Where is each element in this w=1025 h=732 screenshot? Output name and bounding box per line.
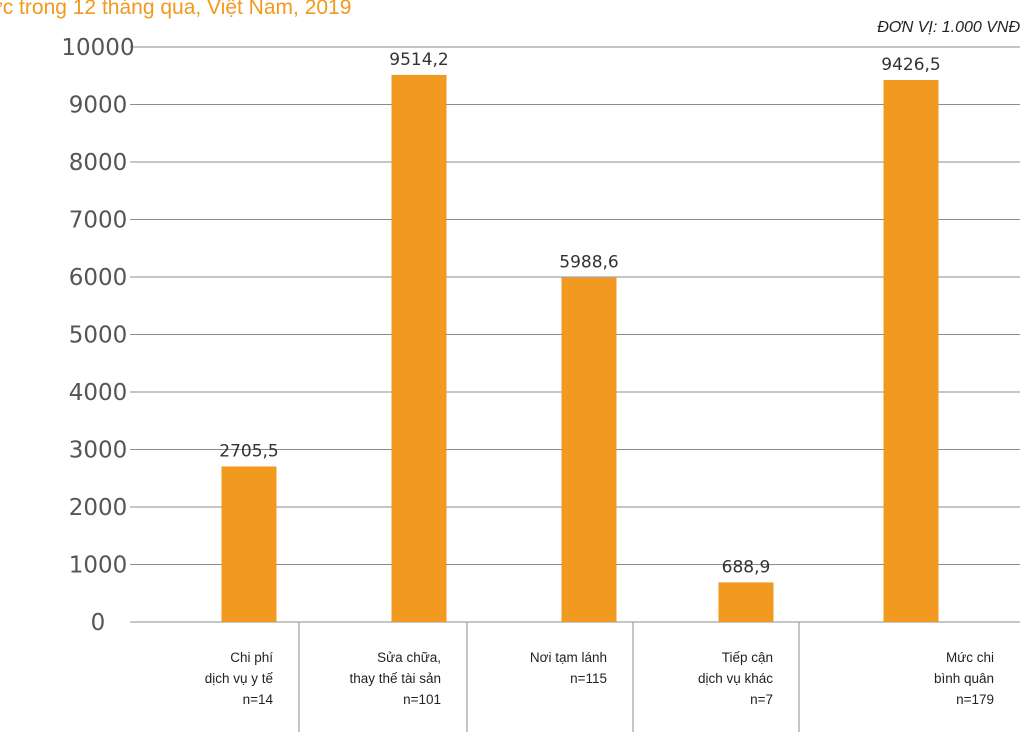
category-label: Nơi tạm lánh n=115 <box>530 650 607 686</box>
data-label: 688,9 <box>722 557 771 577</box>
bars <box>221 74 939 623</box>
category-labels: Chi phí dịch vụ y tế n=14 Sửa chữa, thay thế… <box>205 650 994 707</box>
category-label: Chi phí dịch vụ y tế n=14 <box>205 650 274 707</box>
category-label: Mức chi bình quân n=179 <box>934 650 994 707</box>
bar <box>391 74 447 623</box>
data-label: 9514,2 <box>389 50 448 70</box>
bar <box>883 79 939 622</box>
data-label: 2705,5 <box>219 441 278 461</box>
y-tick-label: 4000 <box>69 380 128 406</box>
value-labels: 2705,5 9514,2 5988,6 688,9 9426,5 <box>219 50 940 577</box>
unit-label: ĐƠN VỊ: 1.000 VNĐ <box>877 19 1020 36</box>
y-tick-label: 7000 <box>69 208 128 234</box>
bar <box>561 277 617 622</box>
data-label: 5988,6 <box>559 253 618 273</box>
y-tick-label: 0 <box>91 610 106 636</box>
y-tick-label: 3000 <box>69 438 128 464</box>
y-tick-label: 2000 <box>69 495 128 521</box>
category-label: Tiếp cận dịch vụ khác n=7 <box>698 650 773 707</box>
y-axis-ticks: 0 1000 2000 3000 4000 5000 6000 7000 8000 9000 100… <box>61 35 134 636</box>
y-tick-label: 1000 <box>69 553 128 579</box>
y-tick-label: 9000 <box>69 93 128 119</box>
y-tick-label: 6000 <box>69 265 128 291</box>
category-label: Sửa chữa, thay thế tài sản n=101 <box>349 650 441 707</box>
bar <box>221 466 277 622</box>
chart-title: lực trong 12 tháng qua, Việt Nam, 2019 <box>0 0 351 19</box>
y-tick-label: 10000 <box>61 35 134 61</box>
data-label: 9426,5 <box>881 55 940 75</box>
y-tick-label: 8000 <box>69 150 128 176</box>
y-tick-label: 5000 <box>69 323 128 349</box>
bar <box>718 582 774 622</box>
